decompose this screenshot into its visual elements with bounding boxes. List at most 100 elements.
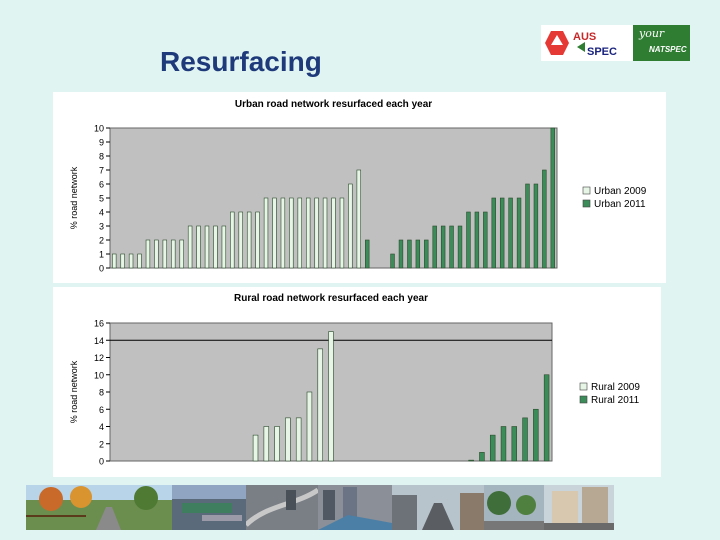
urban-legend-label: Urban 2009 — [594, 186, 647, 197]
urban-y-tick-label: 8 — [99, 152, 104, 162]
arrow-icon — [577, 42, 585, 52]
urban-bar — [356, 169, 361, 269]
urban-y-tick-label: 2 — [99, 236, 104, 246]
rural-y-axis-label: % road network — [69, 360, 79, 423]
urban-bar — [491, 197, 496, 269]
urban-legend-swatch — [582, 186, 591, 195]
urban-bar — [112, 253, 117, 269]
photo-aerial-city — [172, 485, 246, 530]
slide-title: Resurfacing — [160, 46, 322, 77]
urban-bar — [213, 225, 218, 269]
urban-bar — [398, 239, 404, 269]
urban-bar — [449, 225, 454, 269]
urban-y-tick-label: 0 — [99, 264, 104, 274]
urban-y-tick-label: 6 — [99, 180, 104, 190]
urban-bar — [432, 225, 437, 269]
urban-bar — [508, 197, 513, 269]
rural-bar — [252, 434, 259, 462]
urban-bar — [280, 197, 286, 269]
rural-y-tick-label: 6 — [99, 405, 104, 415]
urban-bar — [407, 239, 412, 269]
urban-bar — [272, 197, 277, 269]
urban-bar — [187, 225, 193, 269]
rural-bar — [328, 331, 334, 462]
rural-bar — [274, 426, 280, 462]
urban-bar — [297, 197, 302, 269]
urban-y-tick-label: 4 — [99, 208, 104, 218]
urban-bar — [128, 253, 134, 269]
rural-legend-swatch — [579, 395, 588, 404]
rural-bar — [306, 391, 313, 462]
urban-bar — [415, 239, 421, 269]
rural-bar — [489, 434, 496, 462]
urban-bar — [550, 127, 555, 269]
urban-y-tick-label: 3 — [99, 222, 104, 232]
rural-y-tick-label: 10 — [94, 370, 104, 380]
rural-bar — [285, 417, 291, 462]
rural-y-tick-label: 12 — [94, 353, 104, 363]
rural-bar — [468, 459, 474, 462]
urban-bar — [525, 183, 530, 269]
urban-y-tick-label: 5 — [99, 194, 104, 204]
rural-bar — [479, 452, 485, 462]
rural-bar — [543, 374, 550, 462]
rural-legend-label: Rural 2011 — [591, 395, 640, 406]
urban-chart: Urban road network resurfaced each year%… — [69, 99, 647, 274]
natspec-script: your — [639, 27, 665, 40]
urban-bar — [424, 239, 429, 269]
urban-bar — [483, 211, 488, 269]
urban-bar — [145, 239, 151, 269]
urban-bar — [289, 197, 294, 269]
logo-spec-text: SPEC — [587, 46, 617, 58]
logo-aus-text: AUS — [573, 31, 596, 43]
urban-bar — [533, 183, 539, 269]
urban-y-axis-label: % road network — [69, 166, 79, 229]
urban-chart-panel: Urban road network resurfaced each year%… — [53, 92, 666, 283]
urban-bar — [348, 183, 353, 269]
rural-chart-panel: Rural road network resurfaced each year%… — [53, 287, 661, 477]
rural-legend-label: Rural 2009 — [591, 382, 640, 393]
logos: AUS SPEC your NATSPEC — [541, 25, 690, 61]
urban-bar — [230, 211, 235, 269]
photo-urban-trees — [484, 485, 544, 530]
photo-strip — [26, 485, 674, 530]
rural-y-tick-label: 16 — [94, 319, 104, 329]
urban-bar — [314, 197, 319, 269]
urban-bar — [457, 225, 463, 269]
urban-bar — [542, 169, 547, 269]
urban-bar — [263, 197, 269, 269]
urban-bar — [171, 239, 176, 269]
rural-chart: Rural road network resurfaced each year%… — [69, 293, 640, 467]
urban-bar — [246, 211, 252, 269]
photo-rural-road — [26, 485, 172, 530]
urban-bar — [221, 225, 227, 269]
natspec-logo: your NATSPEC — [633, 25, 690, 61]
urban-bar — [196, 225, 201, 269]
rural-y-tick-label: 2 — [99, 439, 104, 449]
triangle-icon — [551, 35, 563, 45]
urban-bar — [499, 197, 505, 269]
rural-bar — [511, 426, 517, 462]
rural-legend-swatch — [579, 382, 588, 391]
urban-bar — [322, 197, 328, 269]
urban-y-tick-label: 1 — [99, 250, 104, 260]
urban-legend-swatch — [582, 199, 591, 208]
urban-bar — [255, 211, 260, 269]
urban-bar — [306, 197, 311, 269]
rural-y-tick-label: 14 — [94, 336, 104, 346]
rural-y-tick-label: 4 — [99, 422, 104, 432]
urban-bar — [474, 211, 480, 269]
natspec-text: NATSPEC — [649, 45, 687, 54]
rural-y-tick-label: 8 — [99, 388, 104, 398]
urban-bar — [238, 211, 243, 269]
rural-bar — [500, 426, 507, 462]
urban-bar — [154, 239, 159, 269]
urban-legend-label: Urban 2011 — [594, 199, 646, 210]
rural-bar — [263, 426, 270, 462]
urban-bar — [331, 197, 336, 269]
rural-bar — [533, 408, 539, 462]
urban-bar — [390, 253, 395, 269]
rural-bar — [317, 348, 323, 462]
urban-y-tick-label: 7 — [99, 166, 104, 176]
urban-chart-title: Urban road network resurfaced each year — [235, 99, 432, 110]
